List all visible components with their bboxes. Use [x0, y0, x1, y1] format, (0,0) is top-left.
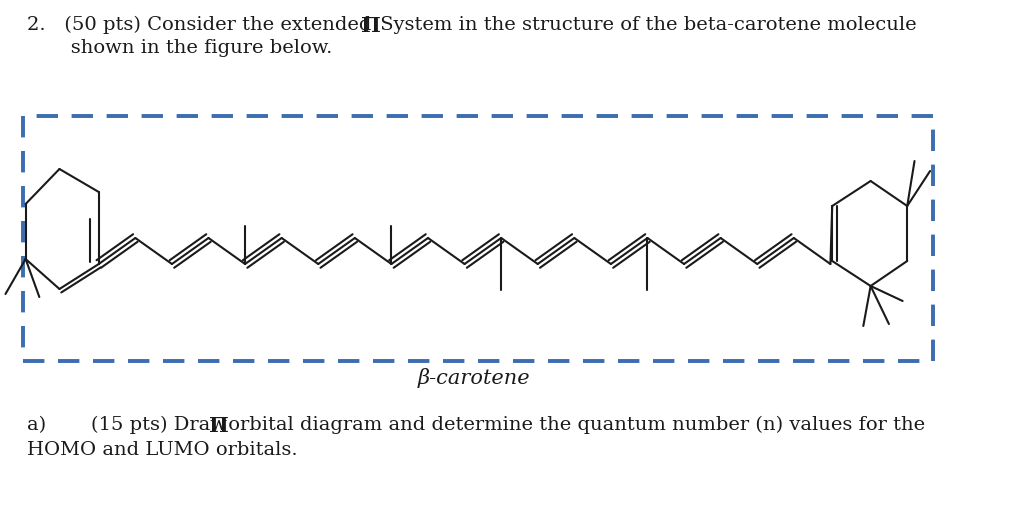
Text: HOMO and LUMO orbitals.: HOMO and LUMO orbitals.: [27, 441, 298, 459]
Text: (15 pts) Draw: (15 pts) Draw: [91, 416, 234, 434]
Bar: [23, 116, 932, 361]
Text: 2.   (50 pts) Consider the extended: 2. (50 pts) Consider the extended: [27, 16, 378, 34]
Text: a): a): [27, 416, 47, 434]
Text: Π: Π: [362, 16, 381, 36]
Text: System in the structure of the beta-carotene molecule: System in the structure of the beta-caro…: [374, 16, 917, 34]
Text: Π: Π: [209, 416, 229, 436]
Text: β-carotene: β-carotene: [418, 368, 530, 388]
Text: orbital diagram and determine the quantum number (n) values for the: orbital diagram and determine the quantu…: [223, 416, 925, 434]
Text: shown in the figure below.: shown in the figure below.: [27, 39, 333, 57]
